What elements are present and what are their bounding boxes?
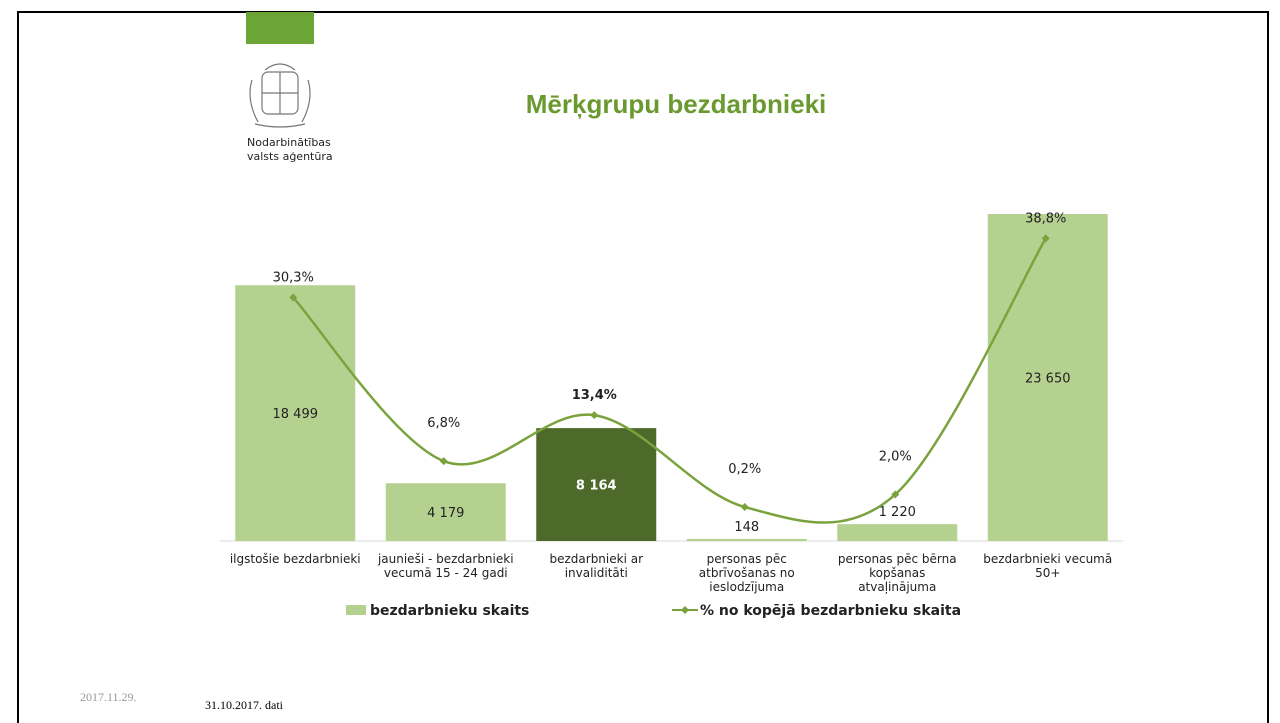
legend-marker <box>681 606 689 614</box>
bar <box>837 524 958 541</box>
line-marker <box>740 503 749 512</box>
line-marker <box>590 411 599 420</box>
line-marker <box>891 490 900 499</box>
bar <box>235 285 356 541</box>
x-tick-label: atvaļinājuma <box>858 580 936 594</box>
bar <box>536 428 657 541</box>
x-tick-label: invaliditāti <box>565 566 628 580</box>
bar-value-label: 8 164 <box>576 479 617 494</box>
x-tick-label: ieslodzījuma <box>709 580 784 594</box>
line-series <box>292 237 1047 524</box>
bar-value-label: 23 650 <box>1025 372 1071 387</box>
legend-label: % no kopējā bezdarbnieku skaita <box>700 603 961 619</box>
line-marker <box>289 293 298 302</box>
x-tick-label: personas pēc bērna <box>838 552 957 566</box>
bar <box>686 538 807 541</box>
line-value-label: 13,4% <box>572 388 617 403</box>
logo-text: valsts aģentūra <box>247 150 333 163</box>
bar-value-label: 18 499 <box>273 407 319 422</box>
bar-value-label: 1 220 <box>879 505 916 520</box>
bar-value-label: 148 <box>734 520 759 535</box>
line-marker <box>439 457 448 466</box>
legend-label: bezdarbnieku skaits <box>370 603 529 619</box>
footer-date: 2017.11.29. <box>80 690 137 704</box>
logo-crest <box>249 63 311 128</box>
x-tick-label: vecumā 15 - 24 gadi <box>384 566 508 580</box>
logo-text: Nodarbinātības <box>247 136 331 149</box>
bar <box>385 483 506 541</box>
slide-frame <box>17 11 1269 723</box>
line-value-label: 6,8% <box>427 416 460 431</box>
x-tick-label: atbrīvošanas no <box>699 566 795 580</box>
bar-value-label: 4 179 <box>427 506 464 521</box>
footer-note: 31.10.2017. dati <box>205 698 284 712</box>
x-tick-label: bezdarbnieki ar <box>549 552 643 566</box>
line-value-label: 30,3% <box>273 271 314 286</box>
logo-bar <box>246 12 314 44</box>
x-tick-label: ilgstošie bezdarbnieki <box>230 552 361 566</box>
x-tick-label: kopšanas <box>869 566 925 580</box>
line-value-label: 0,2% <box>728 462 761 477</box>
line-marker <box>1041 234 1050 243</box>
line-value-label: 2,0% <box>879 449 912 464</box>
x-tick-label: bezdarbnieki vecumā <box>983 552 1112 566</box>
chart-title: Mērķgrupu bezdarbnieki <box>526 89 827 119</box>
line-value-label: 38,8% <box>1025 211 1066 226</box>
x-tick-label: personas pēc <box>707 552 787 566</box>
legend-swatch <box>346 605 366 615</box>
x-tick-label: jaunieši - bezdarbnieki <box>377 552 514 566</box>
bar <box>987 214 1108 541</box>
x-tick-label: 50+ <box>1035 566 1060 580</box>
